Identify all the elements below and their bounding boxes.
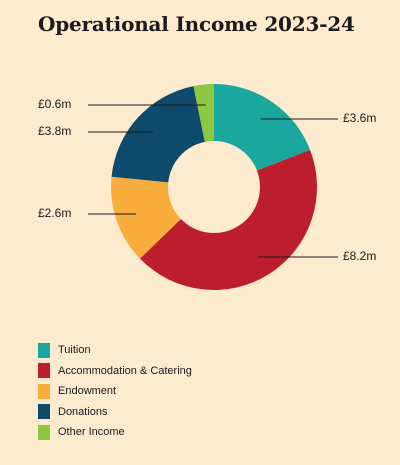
legend-item-accommodation-catering: Accommodation & Catering (38, 361, 192, 382)
data-label-other-income: £0.6m (38, 97, 71, 111)
slice-accommodation-catering (139, 149, 318, 291)
legend-item-donations: Donations (38, 402, 192, 423)
legend-swatch (38, 342, 50, 358)
legend-label: Donations (58, 405, 108, 418)
data-labels: £3.6m £8.2m £2.6m £3.8m £0.6m (38, 97, 376, 263)
legend-label: Endowment (58, 385, 117, 398)
legend-label: Tuition (58, 344, 91, 357)
legend-item-endowment: Endowment (38, 381, 192, 402)
slice-donations (111, 86, 205, 183)
legend-swatch (38, 404, 50, 420)
slice-other-income (193, 84, 214, 142)
legend-swatch (38, 363, 50, 379)
legend-label: Other Income (58, 426, 125, 439)
slice-tuition (214, 84, 311, 171)
legend-swatch (38, 383, 50, 399)
data-label-donations: £3.8m (38, 124, 71, 138)
chart-title: Operational Income 2023-24 (38, 12, 355, 36)
slice-endowment (111, 176, 181, 259)
donut-slices (111, 84, 318, 291)
data-label-tuition: £3.6m (343, 111, 376, 125)
legend-item-tuition: Tuition (38, 340, 192, 361)
legend-swatch (38, 424, 50, 440)
leader-lines (88, 104, 338, 258)
data-label-endowment: £2.6m (38, 206, 71, 220)
legend: Tuition Accommodation & Catering Endowment… (38, 340, 192, 443)
data-label-accommodation-catering: £8.2m (343, 249, 376, 263)
legend-label: Accommodation & Catering (58, 364, 192, 377)
legend-item-other-income: Other Income (38, 422, 192, 443)
